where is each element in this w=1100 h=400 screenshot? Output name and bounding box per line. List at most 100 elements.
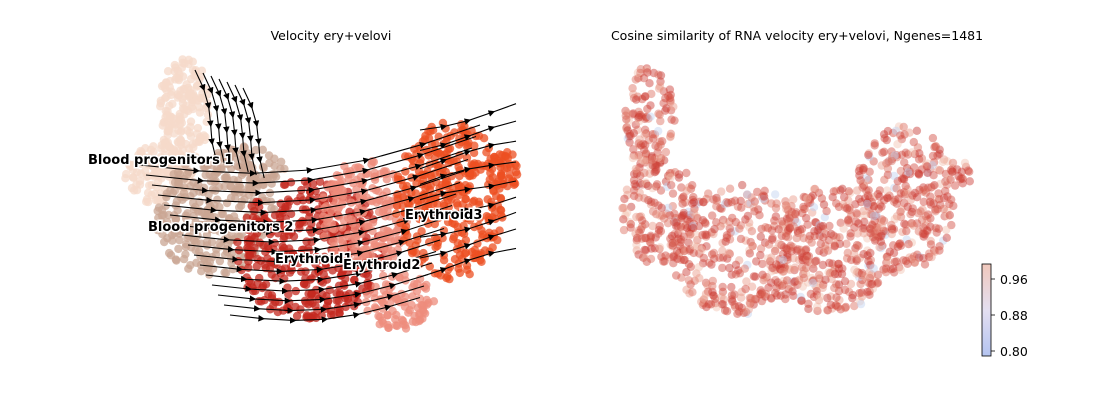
cell-point bbox=[798, 255, 807, 265]
cell-point bbox=[641, 246, 650, 255]
cell-point bbox=[188, 104, 198, 114]
cell-point bbox=[877, 221, 886, 231]
cell-point bbox=[807, 273, 816, 283]
cell-point bbox=[908, 191, 917, 200]
cell-point bbox=[634, 151, 643, 160]
cell-point bbox=[790, 278, 799, 287]
cell-point bbox=[640, 130, 649, 139]
cell-point bbox=[623, 134, 632, 143]
cell-point bbox=[656, 140, 665, 149]
cell-point bbox=[877, 202, 886, 211]
cell-point bbox=[907, 207, 917, 217]
cell-point bbox=[636, 171, 645, 180]
cell-point bbox=[888, 225, 897, 234]
cell-point bbox=[678, 194, 687, 203]
cell-point bbox=[855, 171, 864, 180]
cell-point bbox=[634, 112, 644, 122]
cell-point bbox=[906, 210, 915, 219]
cell-point bbox=[478, 161, 487, 170]
cell-point bbox=[651, 163, 660, 172]
cell-point bbox=[688, 221, 697, 231]
cell-point bbox=[883, 170, 893, 180]
cell-point bbox=[640, 245, 649, 255]
cell-point bbox=[184, 55, 193, 64]
cell-point bbox=[644, 136, 653, 145]
cell-point bbox=[775, 255, 784, 264]
cell-point bbox=[947, 220, 956, 230]
cell-point bbox=[815, 220, 824, 230]
cell-point bbox=[651, 167, 660, 176]
cell-point bbox=[416, 155, 425, 164]
cell-point bbox=[834, 286, 844, 296]
cell-point bbox=[832, 301, 841, 310]
cell-point bbox=[661, 106, 670, 115]
cell-point bbox=[746, 299, 755, 308]
cell-point bbox=[798, 252, 807, 261]
cell-point bbox=[852, 269, 861, 278]
cell-point bbox=[894, 122, 904, 131]
cell-point bbox=[677, 212, 686, 222]
cell-point bbox=[629, 129, 638, 138]
cell-point bbox=[698, 259, 708, 268]
cell-point bbox=[891, 126, 901, 135]
cell-point bbox=[636, 68, 645, 78]
cell-point bbox=[863, 199, 872, 208]
cell-point bbox=[914, 169, 923, 178]
cell-point bbox=[865, 152, 874, 161]
cell-point bbox=[634, 193, 643, 202]
cell-point bbox=[699, 197, 708, 207]
cell-point bbox=[832, 293, 841, 302]
cell-point bbox=[914, 170, 924, 179]
cell-point bbox=[793, 228, 803, 237]
cell-point bbox=[698, 300, 708, 310]
cell-point bbox=[273, 307, 282, 317]
cell-point bbox=[668, 238, 677, 248]
cell-point bbox=[932, 228, 941, 237]
cell-point bbox=[852, 256, 861, 266]
cell-point bbox=[797, 296, 806, 305]
cell-point bbox=[628, 153, 638, 163]
cell-point bbox=[800, 204, 809, 214]
cell-point bbox=[919, 232, 928, 241]
cell-point bbox=[946, 166, 956, 175]
cell-point bbox=[904, 239, 913, 249]
cell-point bbox=[153, 226, 162, 235]
cell-point bbox=[678, 199, 687, 208]
cell-point bbox=[772, 199, 781, 208]
cell-point bbox=[852, 209, 861, 218]
cell-point bbox=[935, 149, 944, 158]
cell-point bbox=[786, 218, 796, 228]
cell-point bbox=[781, 197, 790, 206]
cell-point bbox=[258, 283, 267, 293]
cell-point bbox=[867, 270, 876, 279]
cell-point bbox=[756, 250, 765, 260]
cell-point bbox=[823, 293, 832, 303]
cell-point bbox=[818, 283, 827, 293]
cell-point bbox=[727, 282, 736, 292]
cell-point bbox=[712, 196, 722, 205]
cell-point bbox=[923, 183, 933, 192]
cell-point bbox=[741, 215, 750, 224]
cell-point bbox=[856, 176, 865, 185]
velocity-panel-title: Velocity ery+velovi bbox=[271, 28, 392, 43]
cell-point bbox=[149, 163, 159, 172]
cell-point bbox=[863, 246, 872, 255]
cell-point bbox=[929, 199, 938, 208]
cell-point bbox=[882, 252, 891, 262]
cell-point bbox=[650, 154, 660, 163]
cell-point bbox=[666, 173, 675, 182]
cell-point bbox=[792, 208, 801, 217]
cell-point bbox=[180, 183, 189, 192]
cell-point bbox=[182, 222, 192, 232]
cell-point bbox=[906, 195, 915, 205]
cell-point bbox=[648, 207, 658, 216]
cell-point bbox=[790, 215, 800, 224]
cell-point bbox=[943, 157, 952, 166]
cell-point bbox=[795, 276, 804, 285]
cell-point bbox=[144, 197, 153, 207]
cell-point bbox=[650, 244, 660, 253]
cell-point bbox=[770, 246, 780, 256]
cell-point bbox=[775, 264, 785, 273]
cosine-similarity-panel: Cosine similarity of RNA velocity ery+ve… bbox=[611, 28, 1028, 359]
cell-point bbox=[949, 201, 958, 211]
